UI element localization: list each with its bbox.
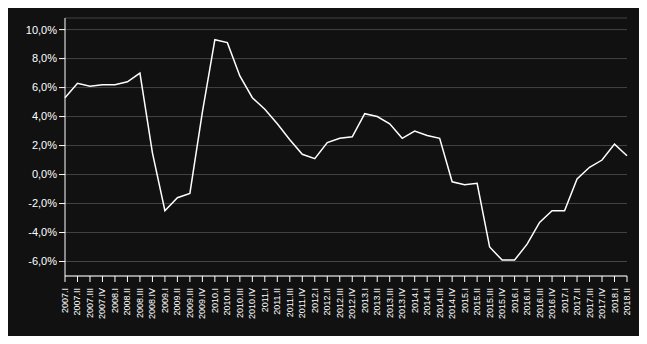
svg-text:2007.II: 2007.II xyxy=(72,288,82,316)
svg-text:2013.IV: 2013.IV xyxy=(397,288,407,319)
svg-text:6,0%: 6,0% xyxy=(32,81,57,93)
svg-text:2008.III: 2008.III xyxy=(135,288,145,318)
svg-text:2007.III: 2007.III xyxy=(85,288,95,318)
svg-text:2011.III: 2011.III xyxy=(285,288,295,317)
svg-text:4,0%: 4,0% xyxy=(32,110,57,122)
svg-text:2014.II: 2014.II xyxy=(422,288,432,316)
svg-text:2010.I: 2010.I xyxy=(210,288,220,313)
svg-text:2013.I: 2013.I xyxy=(360,288,370,313)
svg-text:2007.I: 2007.I xyxy=(60,288,70,313)
svg-text:2008.I: 2008.I xyxy=(110,288,120,313)
svg-text:10,0%: 10,0% xyxy=(26,24,57,36)
svg-text:2013.II: 2013.II xyxy=(372,288,382,316)
svg-text:2009.I: 2009.I xyxy=(160,288,170,313)
svg-text:2011.IV: 2011.IV xyxy=(297,288,307,318)
svg-text:2012.IV: 2012.IV xyxy=(347,288,357,319)
svg-text:2007.IV: 2007.IV xyxy=(97,288,107,319)
svg-text:2009.III: 2009.III xyxy=(185,288,195,318)
svg-text:2014.I: 2014.I xyxy=(410,288,420,313)
svg-text:-6,0%: -6,0% xyxy=(28,255,57,267)
svg-text:2010.II: 2010.II xyxy=(222,288,232,316)
svg-text:-2,0%: -2,0% xyxy=(28,197,57,209)
svg-text:2,0%: 2,0% xyxy=(32,139,57,151)
svg-text:2012.II: 2012.II xyxy=(322,288,332,316)
svg-text:2015.III: 2015.III xyxy=(485,288,495,318)
svg-text:2015.II: 2015.II xyxy=(472,288,482,316)
svg-text:2016.I: 2016.I xyxy=(510,288,520,313)
svg-text:2017.I: 2017.I xyxy=(560,288,570,313)
svg-text:2016.III: 2016.III xyxy=(535,288,545,318)
svg-text:2012.III: 2012.III xyxy=(335,288,345,318)
svg-text:2009.II: 2009.II xyxy=(172,288,182,316)
svg-text:2017.III: 2017.III xyxy=(585,288,595,318)
svg-text:0,0%: 0,0% xyxy=(32,168,57,180)
svg-text:2010.IV: 2010.IV xyxy=(247,288,257,319)
svg-text:8,0%: 8,0% xyxy=(32,52,57,64)
svg-text:2013.III: 2013.III xyxy=(385,288,395,318)
svg-text:2016.IV: 2016.IV xyxy=(547,288,557,319)
svg-text:2016.II: 2016.II xyxy=(522,288,532,316)
svg-text:2010.III: 2010.III xyxy=(235,288,245,318)
svg-text:-4,0%: -4,0% xyxy=(28,226,57,238)
svg-text:2017.II: 2017.II xyxy=(572,288,582,316)
svg-text:2017.IV: 2017.IV xyxy=(597,288,607,319)
svg-text:2009.IV: 2009.IV xyxy=(197,288,207,319)
svg-text:2014.IV: 2014.IV xyxy=(447,288,457,319)
svg-text:2014.III: 2014.III xyxy=(435,288,445,318)
svg-text:2008.II: 2008.II xyxy=(122,288,132,316)
svg-text:2015.IV: 2015.IV xyxy=(497,288,507,319)
svg-text:2018.II: 2018.II xyxy=(622,288,632,316)
svg-text:2018.I: 2018.I xyxy=(610,288,620,313)
svg-text:2012.I: 2012.I xyxy=(310,288,320,313)
svg-text:2008.IV: 2008.IV xyxy=(147,288,157,319)
svg-text:2011.II: 2011.II xyxy=(272,288,282,315)
svg-text:2011.I: 2011.I xyxy=(260,288,270,312)
svg-text:2015.I: 2015.I xyxy=(460,288,470,313)
